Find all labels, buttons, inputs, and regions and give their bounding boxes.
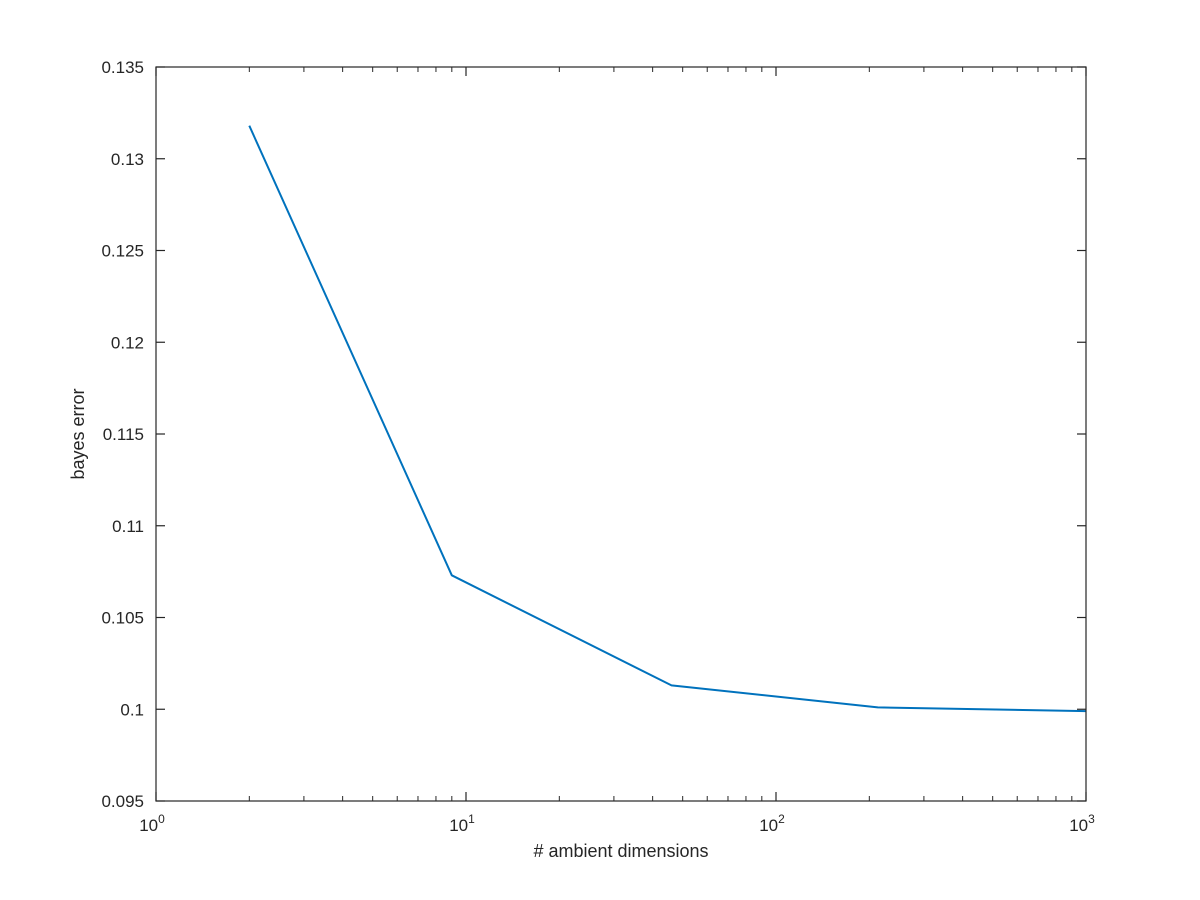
y-tick-label: 0.135 xyxy=(101,58,144,77)
y-tick-label: 0.13 xyxy=(111,150,144,169)
x-tick-label: 100 xyxy=(139,812,165,835)
y-tick-label: 0.12 xyxy=(111,333,144,352)
y-axis-label: bayes error xyxy=(68,388,88,479)
series-layer xyxy=(248,125,1087,713)
x-tick-labels: 100 101 102 103 xyxy=(139,812,1095,835)
x-tick-label: 101 xyxy=(449,812,475,835)
y-tick-label: 0.11 xyxy=(112,517,144,536)
plot-area-border xyxy=(155,66,1087,802)
y-tick-label: 0.1 xyxy=(120,700,144,719)
x-tick-label: 102 xyxy=(759,812,785,835)
series-line xyxy=(248,125,1087,713)
y-tick-label: 0.125 xyxy=(101,242,144,261)
y-tick-label: 0.105 xyxy=(101,609,144,628)
y-tick-labels: 0.095 0.1 0.105 0.11 0.115 0.12 0.125 0.13 0.135 xyxy=(101,58,144,811)
y-tick-label: 0.115 xyxy=(103,425,144,444)
x-tick-label: 103 xyxy=(1069,812,1095,835)
x-axis-label: # ambient dimensions xyxy=(533,841,708,861)
y-tick-label: 0.095 xyxy=(101,792,144,811)
